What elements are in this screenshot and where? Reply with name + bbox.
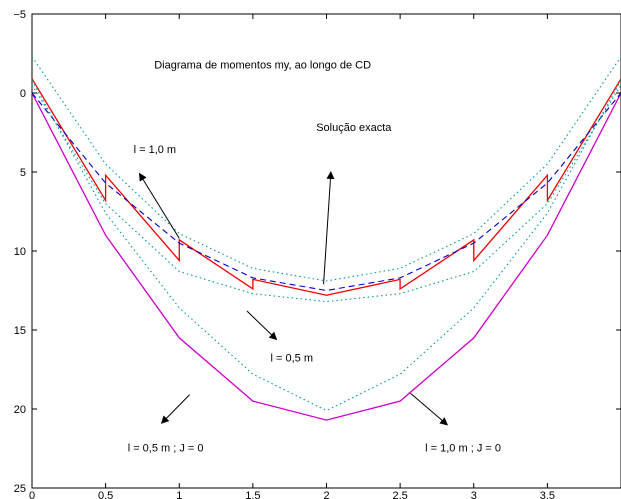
annotation-label: Solução exacta	[316, 122, 392, 134]
y-tick-label: 25	[14, 483, 26, 495]
annotation-arrow	[410, 392, 449, 426]
series-line-3	[31, 56, 621, 282]
annotation-label: l = 1,0 m ; J = 0	[425, 443, 501, 455]
y-tick-label: 10	[14, 246, 26, 258]
annotation-arrow	[323, 171, 335, 285]
tick-layer: 0 0.5 1 1.5 2 2.5 3 3.5 −5 0 5 10 15 20 25	[13, 9, 621, 499]
x-tick-label: 2.5	[392, 490, 407, 499]
y-tick-label: 5	[20, 167, 26, 179]
annotation-arrow	[246, 310, 278, 341]
y-tick-label: 15	[14, 325, 26, 337]
annotation-label: l = 0,5 m ; J = 0	[128, 443, 204, 455]
annotation-label: l = 0,5 m	[271, 353, 314, 365]
x-tick-label: 2	[323, 490, 329, 499]
annotation-arrow	[138, 172, 180, 239]
x-tick-label: 3.5	[540, 490, 555, 499]
arrow-layer	[138, 171, 449, 426]
annotation-label: l = 1,0 m	[134, 144, 177, 156]
series-line-1	[31, 78, 621, 296]
series-line-4	[31, 84, 621, 303]
x-tick-label: 3	[471, 490, 477, 499]
series-line-0	[31, 92, 621, 421]
y-tick-label: 0	[20, 88, 26, 100]
series-layer	[31, 56, 621, 421]
x-tick-label: 1	[176, 490, 182, 499]
y-tick-label: −5	[13, 9, 26, 21]
chart-title: Diagrama de momentos my, ao longo de CD	[154, 60, 371, 72]
annotation-arrow	[160, 394, 190, 424]
x-tick-label: 0.5	[98, 490, 113, 499]
y-tick-label: 20	[14, 404, 26, 416]
annotation-layer: Diagrama de momentos my, ao longo de CD S…	[128, 60, 501, 455]
x-tick-label: 1.5	[245, 490, 260, 499]
x-tick-label: 0	[29, 490, 35, 499]
plot-area	[31, 13, 621, 489]
